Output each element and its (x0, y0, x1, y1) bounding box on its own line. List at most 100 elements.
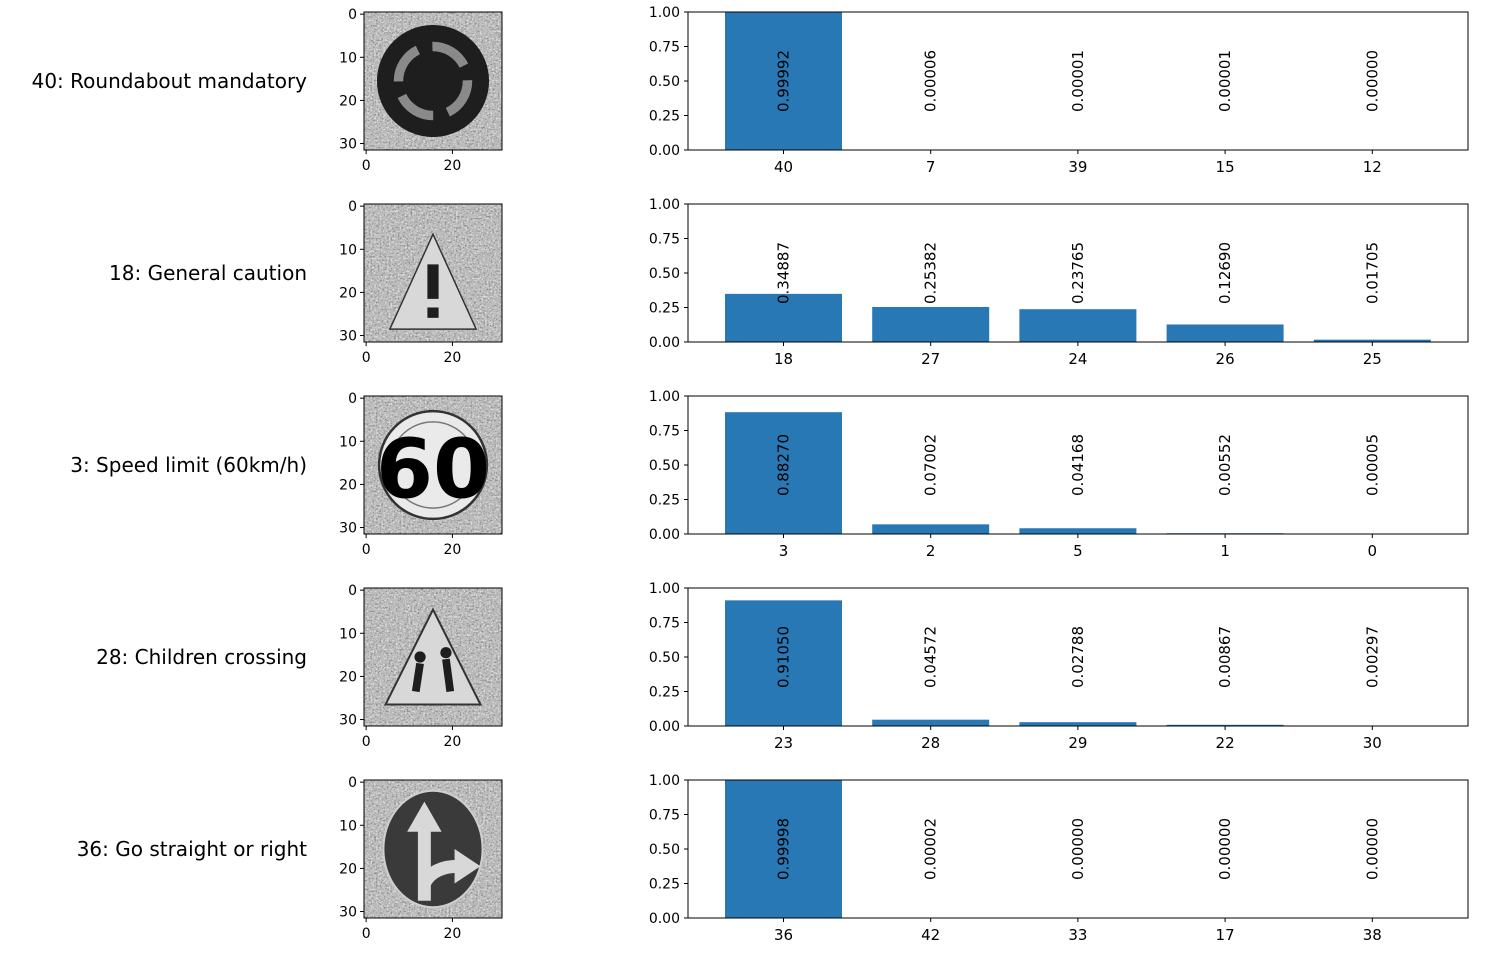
probability-bar-chart: 0.00 0.25 0.50 0.75 1.00 36 42 33 17 38 0.99998 0.0… (649, 773, 1469, 944)
bar-value-label: 0.00552 (1216, 434, 1234, 496)
y-tick-label: 0.25 (649, 493, 680, 509)
bar-value-label: 0.25382 (922, 242, 940, 304)
bar-value-label: 0.00001 (1069, 50, 1087, 112)
image-y-tick-label: 20 (339, 93, 357, 109)
image-y-tick-label: 30 (339, 137, 357, 153)
bar (725, 780, 842, 918)
x-tick-label: 22 (1216, 734, 1235, 752)
bar-value-label: 0.99998 (775, 818, 793, 880)
x-tick-label: 18 (774, 350, 793, 368)
image-x-tick-label: 0 (362, 926, 371, 942)
y-tick-label: 0.00 (649, 911, 680, 927)
x-tick-label: 1 (1220, 542, 1230, 560)
x-tick-label: 12 (1363, 158, 1382, 176)
bar-value-label: 0.00867 (1216, 626, 1234, 688)
image-y-tick-label: 10 (339, 626, 357, 642)
sign-image-axes: 60 0 10 20 30 0 20 (339, 391, 503, 558)
probability-bar-chart: 0.00 0.25 0.50 0.75 1.00 40 7 39 15 12 0.99992 0.00… (649, 5, 1469, 176)
image-x-tick-label: 20 (443, 158, 461, 174)
bar (1166, 724, 1284, 726)
x-tick-label: 36 (774, 926, 793, 944)
sign-label: 36: Go straight or right (77, 837, 307, 861)
sign-label: 3: Speed limit (60km/h) (70, 453, 307, 477)
image-x-tick-label: 0 (362, 158, 371, 174)
bar-value-label: 0.07002 (922, 434, 940, 496)
x-tick-label: 33 (1068, 926, 1087, 944)
image-y-tick-label: 30 (339, 329, 357, 345)
y-tick-label: 1.00 (649, 389, 680, 405)
sign-image-axes: 0 10 20 30 0 20 (339, 199, 503, 366)
bar-value-label: 0.91050 (775, 626, 793, 688)
image-x-tick-label: 20 (443, 926, 461, 942)
y-tick-label: 0.75 (649, 616, 680, 632)
y-tick-label: 1.00 (649, 581, 680, 597)
image-y-tick-label: 20 (339, 477, 357, 493)
image-x-tick-label: 0 (362, 542, 371, 558)
y-tick-label: 0.25 (649, 109, 680, 125)
x-tick-label: 15 (1216, 158, 1235, 176)
probability-bar-chart: 0.00 0.25 0.50 0.75 1.00 3 2 5 1 0 0.88270 0.07002 0… (649, 389, 1469, 560)
image-y-tick-label: 0 (348, 7, 357, 23)
image-y-tick-label: 30 (339, 521, 357, 537)
sign-text: 60 (376, 422, 490, 517)
image-y-tick-label: 10 (339, 242, 357, 258)
bar-value-label: 0.99992 (775, 50, 793, 112)
x-tick-label: 3 (779, 542, 789, 560)
bar-value-label: 0.00006 (922, 50, 940, 112)
x-tick-label: 29 (1068, 734, 1087, 752)
bar-value-label: 0.88270 (775, 434, 793, 496)
bar-value-label: 0.02788 (1069, 626, 1087, 688)
y-tick-label: 0.50 (649, 266, 680, 282)
bar-value-label: 0.00000 (1216, 818, 1234, 880)
y-tick-label: 0.50 (649, 458, 680, 474)
x-tick-label: 42 (921, 926, 940, 944)
bar-value-label: 0.00000 (1363, 50, 1381, 112)
bar (1019, 722, 1137, 726)
bar (725, 412, 842, 534)
bar (1019, 309, 1137, 342)
x-tick-label: 28 (921, 734, 940, 752)
probability-bar-chart: 0.00 0.25 0.50 0.75 1.00 18 27 24 26 25 0.34887 0.2… (649, 197, 1469, 368)
image-x-tick-label: 0 (362, 350, 371, 366)
sign-image-axes: 0 10 20 30 0 20 (339, 7, 503, 174)
bar (725, 293, 842, 342)
general-caution-sign-icon (388, 232, 478, 330)
image-y-tick-label: 30 (339, 905, 357, 921)
image-y-tick-label: 0 (348, 199, 357, 215)
y-tick-label: 0.00 (649, 719, 680, 735)
roundabout-sign-icon (376, 24, 490, 138)
image-y-tick-label: 0 (348, 775, 357, 791)
bar (872, 306, 990, 342)
y-tick-label: 0.75 (649, 424, 680, 440)
bar-value-label: 0.04168 (1069, 434, 1087, 496)
bar (725, 600, 842, 726)
image-y-tick-label: 20 (339, 669, 357, 685)
y-tick-label: 0.25 (649, 301, 680, 317)
sign-image-axes: 0 10 20 30 0 20 (339, 775, 503, 942)
bar-value-label: 0.04572 (922, 626, 940, 688)
image-x-tick-label: 20 (443, 734, 461, 750)
image-y-tick-label: 10 (339, 50, 357, 66)
sign-label: 28: Children crossing (96, 645, 307, 669)
sign-label: 40: Roundabout mandatory (32, 69, 308, 93)
bar (872, 719, 990, 726)
bar-value-label: 0.00001 (1216, 50, 1234, 112)
image-y-tick-label: 10 (339, 818, 357, 834)
bar-value-label: 0.00005 (1363, 434, 1381, 496)
image-x-tick-label: 20 (443, 542, 461, 558)
y-tick-label: 0.75 (649, 808, 680, 824)
image-y-tick-label: 10 (339, 434, 357, 450)
y-tick-label: 0.50 (649, 842, 680, 858)
y-tick-label: 0.25 (649, 877, 680, 893)
y-tick-label: 0.50 (649, 74, 680, 90)
sign-label: 18: General caution (109, 261, 307, 285)
y-tick-label: 0.00 (649, 527, 680, 543)
bar-value-label: 0.00297 (1363, 626, 1381, 688)
bar (872, 524, 990, 534)
x-tick-label: 5 (1073, 542, 1083, 560)
bar-value-label: 0.34887 (775, 242, 793, 304)
x-tick-label: 38 (1363, 926, 1382, 944)
x-tick-label: 25 (1363, 350, 1382, 368)
bar-value-label: 0.00002 (922, 818, 940, 880)
